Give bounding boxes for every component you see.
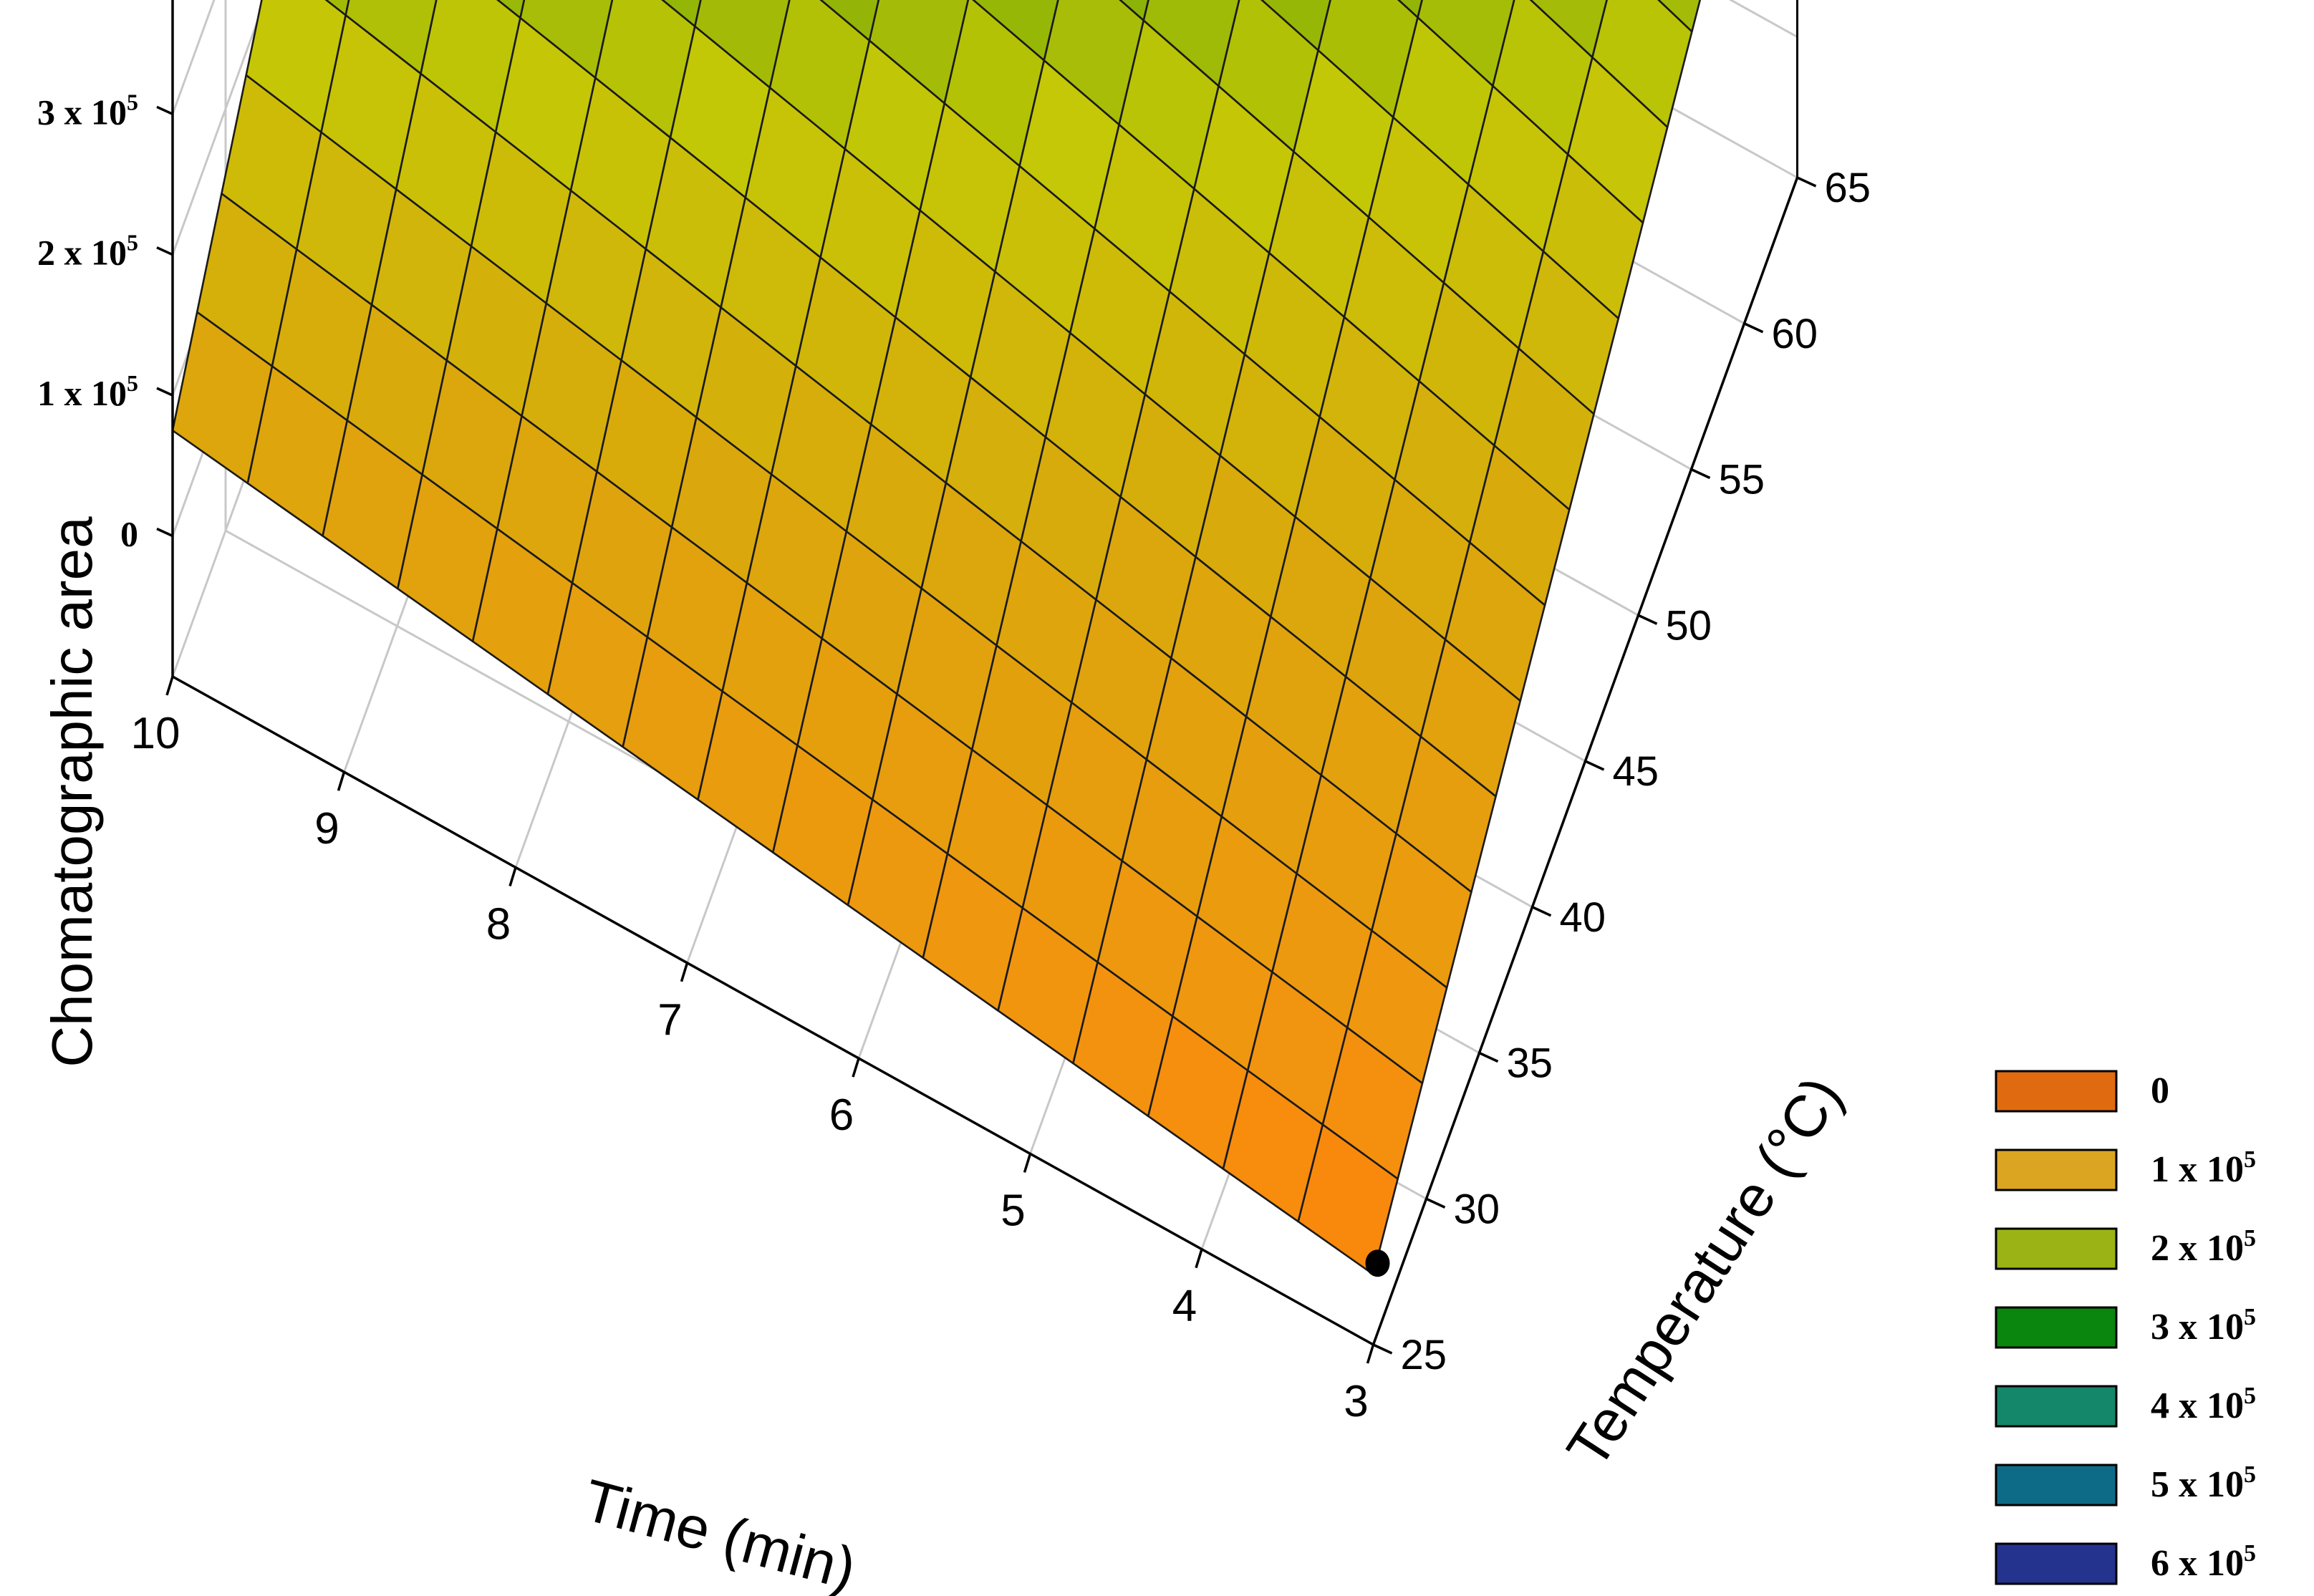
area-tick-label: 2 x 105 [37, 230, 138, 273]
time-tick [165, 676, 174, 696]
design-points [1365, 1249, 1390, 1277]
temperature-tick [1690, 468, 1711, 480]
legend: 0 1 x 105 2 x 105 3 x 105 4 x 105 5 x 105 6 x … [1995, 1070, 2256, 1585]
time-tick [852, 1058, 860, 1078]
temperature-tick [1637, 614, 1658, 625]
area-tick [156, 527, 173, 538]
temperature-tick-label: 65 [1825, 165, 1871, 211]
legend-label: 6 x 105 [2151, 1540, 2256, 1584]
temperature-tick-label: 25 [1401, 1332, 1447, 1378]
grid-line-temperature-horizontal [171, 0, 266, 256]
temperature-tick-label: 55 [1719, 457, 1765, 503]
temperature-tick [1478, 1051, 1499, 1063]
surface-cell [496, 0, 526, 19]
surface-cell [1591, 0, 1693, 128]
temperature-tick [1796, 176, 1817, 188]
area-tick-label: 0 [120, 514, 138, 554]
temperature-tick [1743, 322, 1764, 334]
time-tick [337, 771, 346, 791]
temperature-tick-label: 60 [1772, 311, 1818, 357]
time-tick [1195, 1249, 1203, 1269]
time-tick-label: 9 [314, 804, 339, 853]
time-tick-label: 6 [829, 1090, 854, 1140]
temperature-tick [1372, 1343, 1393, 1355]
time-axis-line [172, 675, 1374, 1346]
legend-label: 3 x 105 [2151, 1304, 2256, 1348]
temperature-axis-title: Temperature (°C) [1555, 1065, 1855, 1479]
surface-cell [324, 0, 350, 16]
legend-swatch [1995, 1542, 2118, 1585]
area-tick-exponent: 5 [127, 370, 138, 396]
area-tick [156, 387, 173, 397]
legend-swatch [1995, 1070, 2118, 1113]
surface-cell [972, 0, 1059, 62]
surface-cell [1657, 0, 1702, 33]
area-tick-exponent: 5 [127, 230, 138, 256]
legend-swatch [1995, 1306, 2118, 1349]
response-surface [171, 0, 1702, 1276]
temperature-tick [1584, 760, 1605, 771]
temperature-tick-label: 45 [1613, 748, 1659, 795]
temperature-tick [1425, 1197, 1446, 1209]
time-axis-title: Time (min) [577, 1467, 862, 1596]
legend-swatch [1995, 1385, 2118, 1428]
time-tick-label: 3 [1344, 1377, 1368, 1426]
legend-label-exponent: 5 [2244, 1146, 2256, 1173]
surface-cell [1397, 0, 1423, 19]
legend-label-exponent: 5 [2244, 1225, 2256, 1252]
area-axis-title: Chomatographic area [40, 516, 104, 1068]
legend-swatch [1995, 1464, 2118, 1506]
temperature-tick-label: 35 [1507, 1040, 1553, 1087]
legend-swatch [1995, 1148, 2118, 1191]
time-tick-label: 7 [657, 995, 682, 1045]
legend-label: 4 x 105 [2151, 1383, 2256, 1426]
surface-cell [819, 0, 880, 42]
legend-label: 0 [2151, 1070, 2169, 1111]
time-tick-label: 8 [486, 900, 511, 949]
surface-cell [1260, 0, 1331, 52]
area-tick-label: 3 x 105 [37, 89, 138, 132]
legend-label-exponent: 5 [2244, 1383, 2256, 1409]
temperature-tick [1531, 906, 1552, 917]
legend-label-exponent: 5 [2244, 1461, 2256, 1488]
temperature-tick-label: 40 [1560, 894, 1606, 941]
legend-label-exponent: 5 [2244, 1540, 2256, 1567]
area-tick [156, 105, 173, 115]
surface-cell [1119, 0, 1149, 21]
time-tick-label: 4 [1172, 1282, 1197, 1331]
temperature-tick-label: 50 [1666, 602, 1712, 649]
legend-label: 2 x 105 [2151, 1225, 2256, 1269]
legend-label: 5 x 105 [2151, 1461, 2256, 1505]
design-point-marker [1365, 1249, 1390, 1277]
surface-cell [344, 0, 438, 75]
legend-swatch [1995, 1227, 2118, 1270]
time-tick [508, 866, 517, 887]
area-tick-exponent: 5 [127, 89, 138, 115]
area-tick-label: 1 x 105 [37, 370, 138, 413]
time-tick [680, 962, 689, 982]
time-tick-label: 10 [131, 709, 180, 758]
legend-label: 1 x 105 [2151, 1146, 2256, 1190]
time-tick [1023, 1153, 1032, 1173]
surface-cell [1529, 0, 1608, 59]
legend-label-exponent: 5 [2244, 1304, 2256, 1330]
surface-cell [661, 0, 702, 28]
area-tick [156, 246, 173, 256]
time-tick [1366, 1344, 1375, 1364]
time-tick-label: 5 [1001, 1186, 1025, 1235]
temperature-tick-label: 30 [1454, 1186, 1500, 1232]
